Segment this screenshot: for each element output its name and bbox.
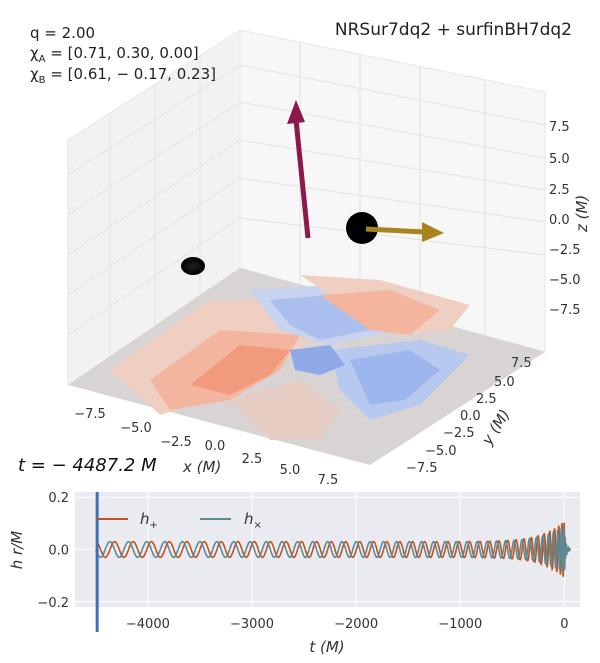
z-tick: 7.5: [549, 120, 570, 135]
x-tick-label: −1000: [438, 617, 482, 632]
x-tick: −5.0: [120, 421, 152, 436]
spin-arrow-a-head: [287, 100, 305, 124]
z-tick: −2.5: [549, 243, 581, 258]
y-tick-label: 0.0: [48, 544, 69, 559]
h-plus-series: [95, 522, 572, 577]
z-tick: −5.0: [549, 273, 581, 288]
y-tick: 0.0: [460, 409, 481, 424]
time-readout: t = − 4487.2 M: [18, 455, 157, 476]
y-tick-label: −0.2: [37, 596, 69, 611]
y-tick: −7.5: [406, 461, 438, 476]
waveform-x-label: t (M): [309, 638, 344, 656]
x-tick-label: 0: [560, 617, 568, 632]
z-tick: −7.5: [549, 303, 581, 318]
x-tick: 2.5: [242, 452, 263, 467]
y-tick-labels: −7.5 −5.0 −2.5 0.0 2.5 5.0 7.5: [406, 356, 532, 476]
x-tick-labels: −7.5 −5.0 −2.5 0.0 2.5 5.0 7.5: [74, 407, 338, 488]
spin-a: χA = [0.71, 0.30, 0.00]: [30, 44, 199, 65]
x-axis-label: x (M): [182, 458, 221, 476]
y-tick: 2.5: [476, 392, 497, 407]
y-tick: −5.0: [425, 444, 457, 459]
black-hole-b: [181, 257, 205, 275]
mass-ratio: q = 2.00: [30, 24, 95, 42]
floor-contour: [68, 268, 545, 465]
y-axis-label: y (M): [478, 406, 514, 449]
spin-arrow-b-shaft: [365, 226, 425, 235]
x-tick: 7.5: [318, 473, 339, 488]
z-tick-labels: 7.5 5.0 2.5 0.0 −2.5 −5.0 −7.5: [549, 120, 581, 318]
z-tick: 0.0: [549, 213, 570, 228]
waveform-y-ticks: 0.2 0.0 −0.2: [37, 491, 69, 611]
x-tick: 5.0: [280, 463, 301, 478]
y-tick-label: 0.2: [48, 491, 69, 506]
x-tick-label: −2000: [334, 617, 378, 632]
legend: h+ h×: [97, 510, 262, 531]
x-tick-label: −4000: [126, 617, 170, 632]
x-tick: 0.0: [205, 439, 226, 454]
legend-label-h-cross: h×: [244, 510, 262, 531]
3d-axes: −7.5 −5.0 −2.5 0.0 2.5 5.0 7.5 x (M) −7.…: [67, 29, 591, 488]
waveform-y-label: h r/M: [8, 531, 26, 569]
parameter-text: q = 2.00 χA = [0.71, 0.30, 0.00] χB = [0…: [30, 24, 216, 86]
z-tick: 2.5: [549, 183, 570, 198]
waveform-panel: −4000 −3000 −2000 −1000 0 0.2 0.0 −0.2 t (M) h…: [8, 491, 580, 656]
plot-title: NRSur7dq2 + surfinBH7dq2: [335, 20, 572, 40]
x-tick: −2.5: [160, 435, 192, 450]
h-cross-series: [95, 526, 572, 572]
spin-arrow-a-shaft: [293, 119, 311, 239]
black-hole-a: [346, 212, 378, 244]
x-tick-label: −3000: [230, 617, 274, 632]
pane-grid: [67, 42, 546, 355]
waveform-x-ticks: −4000 −3000 −2000 −1000 0: [126, 617, 569, 632]
z-axis-label: z (M): [573, 195, 591, 233]
y-tick: 7.5: [511, 356, 532, 371]
spin-arrow-b-head: [422, 222, 444, 242]
legend-label-h-plus: h+: [140, 510, 158, 531]
x-tick: −7.5: [74, 407, 106, 422]
z-tick: 5.0: [549, 152, 570, 167]
y-tick: −2.5: [443, 426, 475, 441]
spin-b: χB = [0.61, − 0.17, 0.23]: [30, 65, 216, 86]
y-tick: 5.0: [494, 375, 515, 390]
